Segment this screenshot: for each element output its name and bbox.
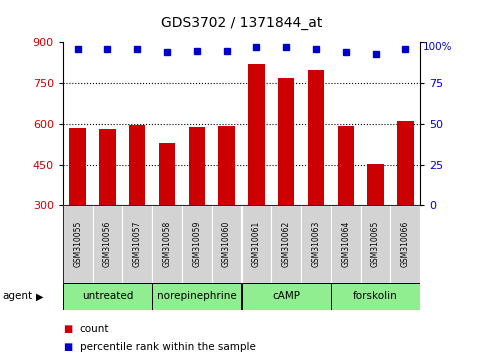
Bar	[271, 205, 301, 283]
Text: GSM310056: GSM310056	[103, 221, 112, 268]
Bar	[218, 126, 235, 205]
Bar	[301, 205, 331, 283]
Text: GDS3702 / 1371844_at: GDS3702 / 1371844_at	[161, 16, 322, 30]
Text: GSM310060: GSM310060	[222, 221, 231, 268]
Bar	[331, 283, 420, 310]
Text: GSM310057: GSM310057	[133, 221, 142, 268]
Text: GSM310063: GSM310063	[312, 221, 320, 268]
Bar	[390, 205, 420, 283]
Bar	[122, 205, 152, 283]
Bar	[278, 78, 294, 205]
Bar	[63, 205, 93, 283]
Bar	[152, 205, 182, 283]
Text: count: count	[80, 324, 109, 334]
Text: forskolin: forskolin	[353, 291, 398, 302]
Text: GSM310055: GSM310055	[73, 221, 82, 268]
Bar	[212, 205, 242, 283]
Text: percentile rank within the sample: percentile rank within the sample	[80, 342, 256, 352]
Bar	[129, 125, 145, 205]
Text: GSM310062: GSM310062	[282, 221, 291, 267]
Bar	[159, 143, 175, 205]
Bar	[338, 126, 354, 205]
Text: GSM310066: GSM310066	[401, 221, 410, 268]
Bar	[368, 164, 384, 205]
Text: agent: agent	[2, 291, 32, 302]
Bar	[63, 283, 152, 310]
Text: ■: ■	[63, 342, 72, 352]
Bar	[182, 205, 212, 283]
Bar	[361, 205, 390, 283]
Bar	[331, 205, 361, 283]
Bar	[308, 70, 324, 205]
Bar	[152, 283, 242, 310]
Text: GSM310058: GSM310058	[163, 221, 171, 267]
Bar	[248, 64, 265, 205]
Text: GSM310065: GSM310065	[371, 221, 380, 268]
Bar	[397, 121, 413, 205]
Text: ■: ■	[63, 324, 72, 334]
Text: GSM310064: GSM310064	[341, 221, 350, 268]
Bar	[189, 127, 205, 205]
Bar	[242, 283, 331, 310]
Text: GSM310059: GSM310059	[192, 221, 201, 268]
Text: untreated: untreated	[82, 291, 133, 302]
Text: norepinephrine: norepinephrine	[157, 291, 237, 302]
Text: 100%: 100%	[423, 42, 452, 52]
Bar	[99, 129, 115, 205]
Bar	[93, 205, 122, 283]
Bar	[242, 205, 271, 283]
Text: GSM310061: GSM310061	[252, 221, 261, 267]
Text: cAMP: cAMP	[272, 291, 300, 302]
Bar	[70, 128, 86, 205]
Text: ▶: ▶	[36, 291, 43, 302]
